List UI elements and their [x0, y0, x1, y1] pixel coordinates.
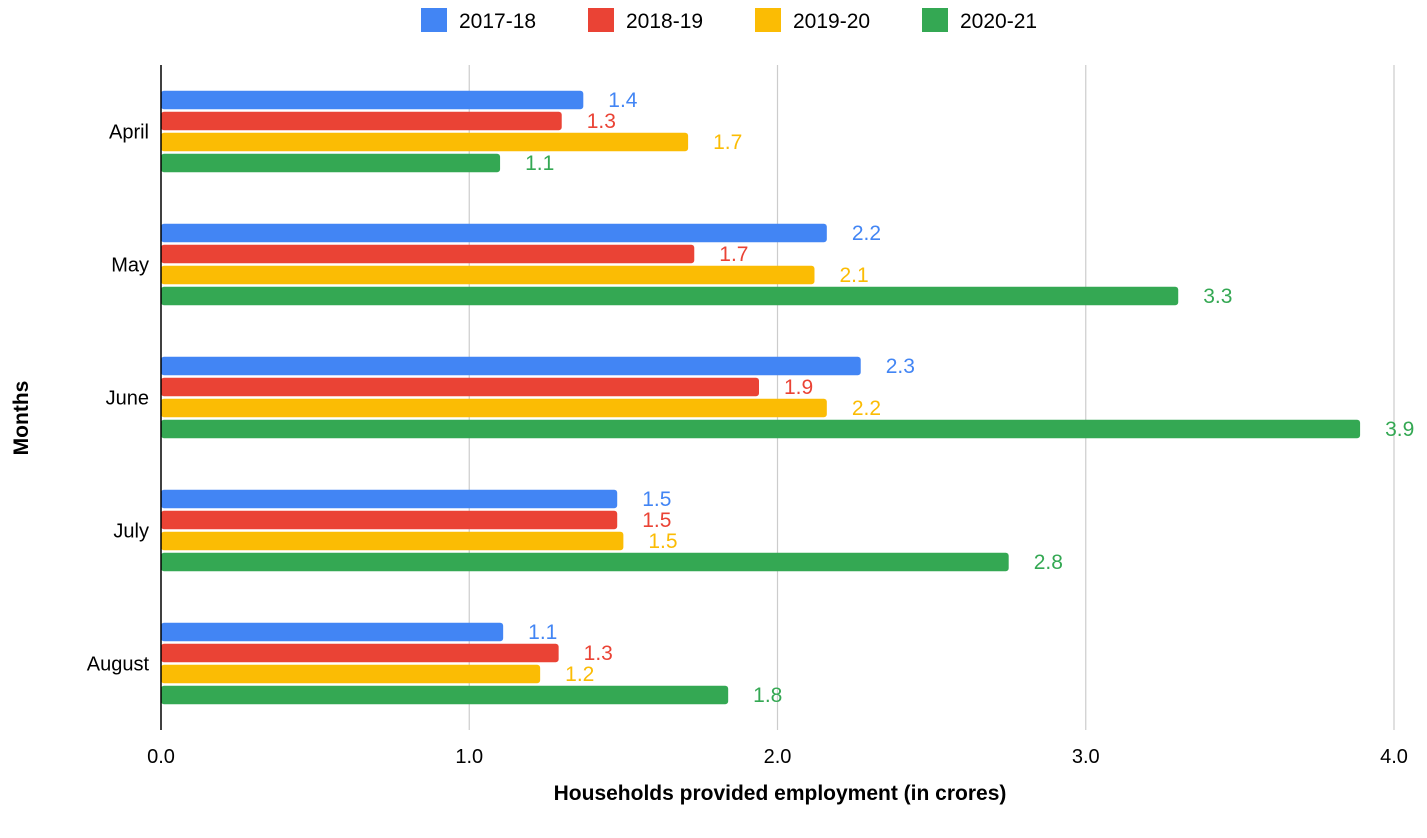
x-tick-label: 3.0	[1072, 746, 1100, 768]
bar	[161, 377, 760, 397]
legend-label: 2017-18	[459, 10, 536, 33]
bar	[161, 132, 689, 152]
data-label: 1.8	[753, 684, 782, 707]
data-label: 1.1	[528, 621, 557, 644]
bar	[161, 111, 562, 131]
grid-lines	[468, 65, 1395, 730]
data-label: 1.7	[719, 243, 748, 266]
data-label: 1.3	[587, 110, 616, 133]
data-label: 2.2	[852, 397, 881, 420]
bar	[161, 622, 504, 642]
x-tick-label: 4.0	[1380, 746, 1408, 768]
legend-label: 2020-21	[960, 10, 1037, 33]
x-tick-label: 1.0	[455, 746, 483, 768]
bar	[161, 531, 624, 551]
legend-swatch	[922, 8, 948, 32]
data-label: 3.3	[1203, 285, 1232, 308]
category-label: April	[109, 122, 149, 144]
category-label: May	[111, 255, 149, 277]
data-label: 2.3	[886, 355, 915, 378]
data-label: 1.4	[608, 89, 638, 112]
bar	[161, 489, 618, 509]
data-label: 2.8	[1034, 551, 1063, 574]
data-label: 1.2	[565, 663, 594, 686]
category-label: June	[106, 388, 149, 410]
data-label: 1.5	[642, 509, 671, 532]
bar	[161, 510, 618, 530]
bar	[161, 265, 815, 285]
data-label: 1.3	[584, 642, 613, 665]
data-label: 1.7	[713, 131, 742, 154]
bar	[161, 90, 584, 110]
data-label: 1.5	[648, 530, 677, 553]
bar	[161, 223, 827, 243]
bar	[161, 643, 559, 663]
data-label: 2.2	[852, 222, 881, 245]
bar	[161, 153, 501, 173]
data-label: 1.5	[642, 488, 671, 511]
bar	[161, 685, 729, 705]
bar	[161, 419, 1361, 439]
legend-swatch	[588, 8, 614, 32]
legend: 2017-18 2018-19 2019-20 2020-21	[421, 8, 1037, 33]
x-axis-title: Households provided employment (in crore…	[554, 782, 1007, 805]
y-axis-title: Months	[10, 381, 33, 456]
legend-label: 2019-20	[793, 10, 870, 33]
data-label: 3.9	[1385, 418, 1414, 441]
bar	[161, 398, 827, 418]
x-tick-label: 0.0	[147, 746, 175, 768]
legend-swatch	[755, 8, 781, 32]
category-label: July	[113, 521, 149, 543]
axes: 0.0 1.0 2.0 3.0 4.0 April May June July August	[87, 65, 1408, 768]
bar	[161, 664, 541, 684]
bar	[161, 286, 1179, 306]
data-labels: 1.41.31.71.12.21.72.13.32.31.92.23.91.51…	[525, 89, 1414, 707]
bars	[161, 90, 1361, 705]
category-label: August	[87, 654, 150, 676]
legend-label: 2018-19	[626, 10, 703, 33]
legend-swatch	[421, 8, 447, 32]
bar	[161, 356, 861, 376]
data-label: 2.1	[839, 264, 868, 287]
bar	[161, 244, 695, 264]
x-tick-label: 2.0	[764, 746, 792, 768]
data-label: 1.1	[525, 152, 554, 175]
bar	[161, 552, 1009, 572]
data-label: 1.9	[784, 376, 813, 399]
